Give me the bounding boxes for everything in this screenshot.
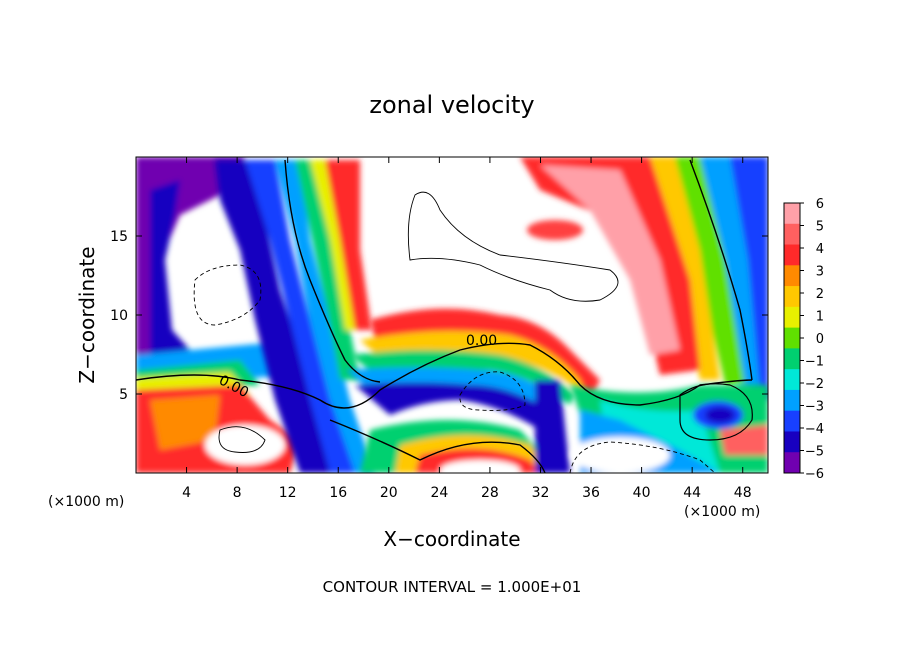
colorbar: 6 5 4 3 2 1 0 −1 −2 −3 −4 −5 −6 [783,197,824,482]
field-lowright-navy [705,407,735,423]
colorbar-swatch [784,452,800,474]
contour-zero-lower [329,419,546,473]
contour-negative-lowright [569,441,716,473]
colorbar-tick-label: 4 [816,242,824,257]
colorbar-swatch [784,223,800,246]
colorbar-swatch [784,431,800,453]
x-tick-label: 48 [734,485,752,501]
colorbar-tick-label: −4 [805,422,824,437]
contour-positive-lowleft [218,426,266,453]
field-lowright-white [570,437,670,473]
colorbar-swatch [784,410,800,432]
colorbar-tick-label: 3 [816,265,824,280]
colorbar-tick-label: 2 [816,287,824,302]
contour-label-mid: 0.00 [466,333,497,349]
y-tick-label: 15 [110,229,128,245]
field-central-blue [245,160,360,473]
contour-zero-main [136,342,753,409]
x-tick-label: 32 [532,485,550,501]
y-axis-label: Z−coordinate [75,246,99,383]
colorbar-tick-label: −2 [805,377,824,392]
field-left-orange [150,395,220,450]
x-tick-label: 8 [233,485,242,501]
field-central-red [325,160,372,330]
colorbar-swatch [784,244,800,266]
x-tick-label: 24 [430,485,448,501]
field-lowright-red [720,425,768,455]
field-arc-red [370,308,600,400]
x-axis-label: X−coordinate [383,527,520,551]
x-tick-label: 28 [481,485,499,501]
contour-negative-left [193,264,262,326]
colorbar-swatch [784,369,800,391]
contour-zero-right [689,159,753,381]
velocity-field: 0.00 0.00 [136,157,768,473]
colorbar-tick-label: 5 [816,220,824,235]
field-arc-yellow [360,331,585,395]
contour-zero-central [284,159,381,383]
x-tick-label: 4 [182,485,191,501]
x-tick-label: 40 [633,485,651,501]
x-tick-label: 16 [329,485,347,501]
field-blob-red [527,220,583,240]
x-units-left: (×1000 m) [48,494,124,510]
field-vortex-navy [535,380,570,473]
colorbar-swatch [784,389,800,412]
colorbar-swatch [784,327,800,349]
x-tick-label: 36 [582,485,600,501]
y-tick-label: 5 [119,387,128,403]
field-central-green [295,160,360,380]
field-arc-navy [355,382,540,430]
colorbar-swatch [784,203,800,225]
field-band-right-sky [672,157,760,390]
field-arc-green [350,350,575,405]
chart-title: zonal velocity [369,91,534,119]
y-axis-ticks: 5 10 15 [110,229,768,403]
contour-interval-note: CONTOUR INTERVAL = 1.000E+01 [323,578,582,596]
colorbar-swatch [784,265,800,287]
contour-lowright-loop [679,383,753,441]
contour-positive-upper [407,191,619,302]
colorbar-swatch [784,286,800,308]
field-lower-white [440,460,520,473]
field-central-yellow [310,160,360,330]
field-band-right-pink [540,165,680,355]
x-tick-label: 12 [279,485,297,501]
x-tick-label: 20 [380,485,398,501]
colorbar-swatch [784,348,800,370]
colorbar-tick-label: −1 [805,355,824,370]
colorbar-tick-label: −3 [805,400,824,415]
field-topleft-navy [150,180,190,355]
colorbar-tick-label: 0 [816,332,824,347]
x-tick-label: 44 [683,485,701,501]
colorbar-tick-label: −5 [805,445,824,460]
field-band-right-green [640,157,745,385]
x-units-right: (×1000 m) [684,504,760,520]
colorbar-tick-label: −6 [805,467,824,482]
colorbar-tick-label: 1 [816,310,824,325]
contour-negative-mid [459,371,526,411]
colorbar-swatch [784,306,800,329]
colorbar-tick-label: 6 [816,197,824,212]
y-tick-label: 10 [110,308,128,324]
field-left-white [205,425,285,465]
x-axis-ticks: 4 8 12 16 20 24 28 32 36 40 44 48 [182,157,752,501]
